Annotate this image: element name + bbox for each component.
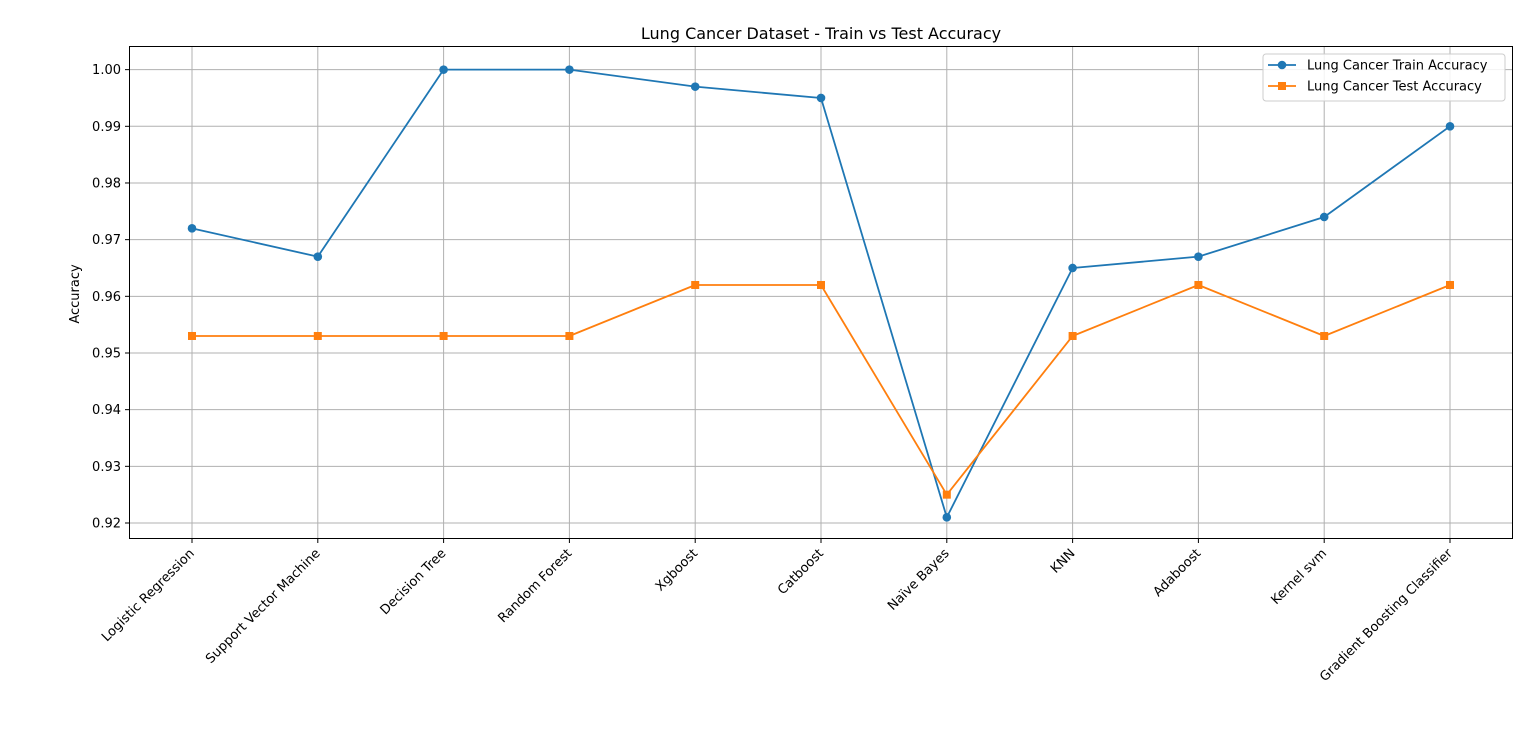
y-tick-label: 0.98	[92, 176, 121, 191]
data-point	[439, 65, 448, 74]
data-point	[1319, 212, 1329, 222]
data-point	[1194, 280, 1203, 289]
data-point	[565, 331, 574, 340]
legend-box	[1262, 53, 1506, 102]
x-tick-label: Support Vector Machine	[203, 546, 324, 667]
y-tick-label: 0.95	[92, 346, 121, 361]
series-layer	[187, 65, 1455, 522]
y-tick-label: 0.92	[92, 517, 121, 532]
data-point	[691, 280, 700, 289]
x-tick-label: Random Forest	[495, 546, 575, 626]
x-tick-label: KNN	[1048, 546, 1078, 576]
x-tick-label: Kernel svm	[1268, 546, 1330, 608]
y-tick-label: 1.00	[92, 63, 121, 78]
data-point	[439, 331, 448, 340]
data-point	[690, 82, 700, 91]
chart-title: Lung Cancer Dataset - Train vs Test Accu…	[641, 24, 1001, 43]
data-point	[817, 280, 825, 289]
data-point	[1446, 280, 1454, 289]
data-point	[565, 65, 574, 74]
x-tick-label: Xgboost	[653, 546, 701, 594]
y-tick-label: 0.96	[92, 290, 121, 305]
y-axis-label: Accuracy	[68, 264, 83, 324]
data-point	[313, 331, 322, 340]
y-tick-label: 0.97	[92, 233, 121, 248]
legend-marker	[1278, 82, 1286, 90]
data-point	[942, 490, 951, 499]
legend-marker	[1277, 60, 1287, 70]
legend: Lung Cancer Train Accuracy Lung Cancer Te…	[1262, 53, 1506, 102]
legend-label: Lung Cancer Train Accuracy	[1307, 59, 1488, 74]
data-point	[1445, 122, 1455, 131]
x-tick-label: Decision Tree	[378, 546, 450, 618]
y-tick-label: 0.94	[92, 403, 121, 418]
data-point	[313, 252, 323, 261]
data-point	[187, 224, 197, 233]
data-point	[1320, 331, 1329, 340]
axis-ticks: Logistic Regression Support Vector Machin…	[92, 63, 1456, 685]
x-tick-label: Naïve Bayes	[885, 546, 953, 614]
y-tick-label: 0.99	[92, 120, 121, 135]
series-0	[187, 65, 1455, 522]
x-tick-label: Gradient Boosting Classifier	[1317, 546, 1456, 685]
x-tick-label: Adaboost	[1151, 546, 1205, 600]
legend-label: Lung Cancer Test Accuracy	[1307, 80, 1482, 95]
data-point	[1068, 263, 1077, 273]
data-point	[1194, 252, 1203, 261]
series-1	[188, 280, 1454, 499]
x-tick-label: Catboost	[775, 546, 827, 598]
data-point	[942, 513, 952, 522]
grid-lines	[130, 47, 1512, 538]
data-point	[188, 331, 196, 340]
data-point	[1068, 331, 1077, 340]
x-tick-label: Logistic Regression	[99, 546, 198, 645]
data-point	[816, 93, 826, 103]
y-tick-label: 0.93	[92, 460, 121, 475]
